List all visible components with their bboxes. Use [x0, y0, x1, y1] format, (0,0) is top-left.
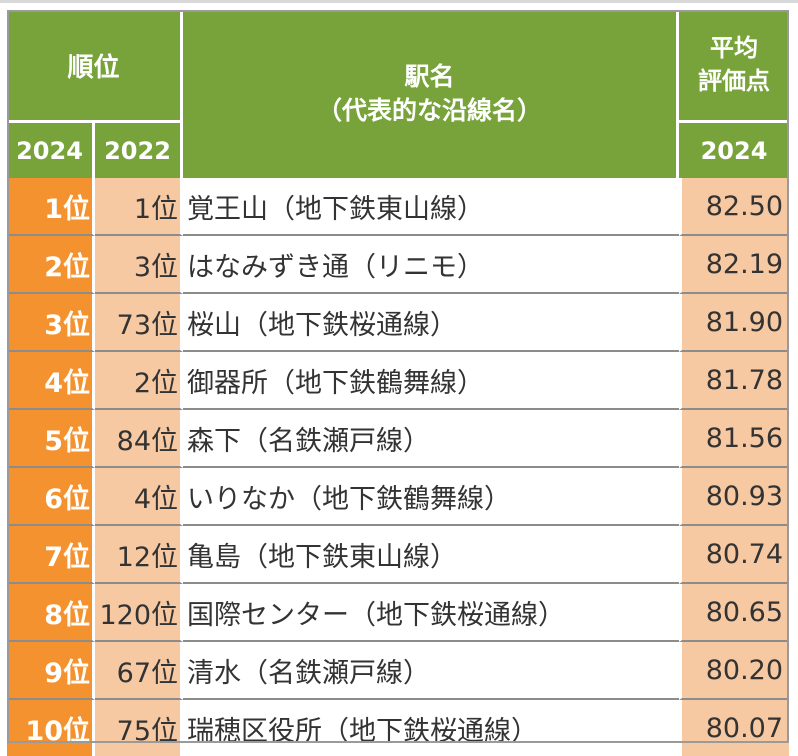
top-border-line	[0, 0, 798, 3]
rank-2022-cell: 2位	[95, 352, 184, 410]
rank-2024-cell: 4位	[7, 352, 95, 410]
score-cell: 80.65	[679, 584, 790, 642]
table-row: 7位 12位 亀島（地下鉄東山線） 80.74	[7, 526, 790, 584]
year-2022-header: 2022	[95, 123, 184, 178]
rank-2024-cell: 1位	[7, 178, 95, 236]
rank-2022-cell: 4位	[95, 468, 184, 526]
rank-2022-cell: 67位	[95, 642, 184, 700]
score-cell: 82.19	[679, 236, 790, 294]
station-header: 駅名 （代表的な沿線名）	[183, 10, 680, 178]
rank-2024-cell: 10位	[7, 700, 95, 756]
station-header-line1: 駅名	[404, 62, 455, 91]
score-cell: 82.50	[679, 178, 790, 236]
ranking-table-container: 順位 駅名 （代表的な沿線名） 平均 評価点 2024 2022 2024 1位…	[7, 10, 790, 756]
score-header: 平均 評価点	[679, 10, 790, 123]
rank-2022-cell: 12位	[95, 526, 184, 584]
station-name-cell: 森下（名鉄瀬戸線）	[183, 410, 680, 468]
table-row: 5位 84位 森下（名鉄瀬戸線） 81.56	[7, 410, 790, 468]
table-row: 2位 3位 はなみずき通（リニモ） 82.19	[7, 236, 790, 294]
rank-2022-cell: 3位	[95, 236, 184, 294]
station-name-cell: いりなか（地下鉄鶴舞線）	[183, 468, 680, 526]
rank-2024-cell: 3位	[7, 294, 95, 352]
rank-2022-cell: 120位	[95, 584, 184, 642]
score-year-header: 2024	[679, 123, 790, 178]
station-name-cell: 瑞穂区役所（地下鉄桜通線）	[183, 700, 680, 756]
rank-2024-cell: 9位	[7, 642, 95, 700]
table-row: 6位 4位 いりなか（地下鉄鶴舞線） 80.93	[7, 468, 790, 526]
rank-2022-cell: 73位	[95, 294, 184, 352]
table-row: 9位 67位 清水（名鉄瀬戸線） 80.20	[7, 642, 790, 700]
rank-2024-cell: 5位	[7, 410, 95, 468]
score-cell: 81.90	[679, 294, 790, 352]
rank-2024-cell: 7位	[7, 526, 95, 584]
score-cell: 80.07	[679, 700, 790, 756]
station-name-cell: はなみずき通（リニモ）	[183, 236, 680, 294]
table-row: 4位 2位 御器所（地下鉄鶴舞線） 81.78	[7, 352, 790, 410]
rank-2024-cell: 2位	[7, 236, 95, 294]
score-header-line2: 評価点	[698, 67, 771, 95]
score-cell: 81.56	[679, 410, 790, 468]
year-2024-header: 2024	[7, 123, 95, 178]
rank-header: 順位	[7, 10, 184, 123]
score-cell: 80.74	[679, 526, 790, 584]
score-cell: 81.78	[679, 352, 790, 410]
score-cell: 80.93	[679, 468, 790, 526]
station-header-line2: （代表的な沿線名）	[317, 96, 543, 125]
table-row: 1位 1位 覚王山（地下鉄東山線） 82.50	[7, 178, 790, 236]
station-name-cell: 国際センター（地下鉄桜通線）	[183, 584, 680, 642]
table-row: 10位 75位 瑞穂区役所（地下鉄桜通線） 80.07	[7, 700, 790, 756]
station-name-cell: 桜山（地下鉄桜通線）	[183, 294, 680, 352]
station-name-cell: 清水（名鉄瀬戸線）	[183, 642, 680, 700]
rank-2022-cell: 75位	[95, 700, 184, 756]
table-row: 3位 73位 桜山（地下鉄桜通線） 81.90	[7, 294, 790, 352]
station-name-cell: 御器所（地下鉄鶴舞線）	[183, 352, 680, 410]
score-cell: 80.20	[679, 642, 790, 700]
station-name-cell: 覚王山（地下鉄東山線）	[183, 178, 680, 236]
rank-2022-cell: 84位	[95, 410, 184, 468]
rank-2022-cell: 1位	[95, 178, 184, 236]
table-row: 8位 120位 国際センター（地下鉄桜通線） 80.65	[7, 584, 790, 642]
rank-2024-cell: 6位	[7, 468, 95, 526]
score-header-line1: 平均	[710, 34, 759, 62]
station-ranking-table: 順位 駅名 （代表的な沿線名） 平均 評価点 2024 2022 2024 1位…	[7, 10, 790, 756]
rank-2024-cell: 8位	[7, 584, 95, 642]
station-name-cell: 亀島（地下鉄東山線）	[183, 526, 680, 584]
